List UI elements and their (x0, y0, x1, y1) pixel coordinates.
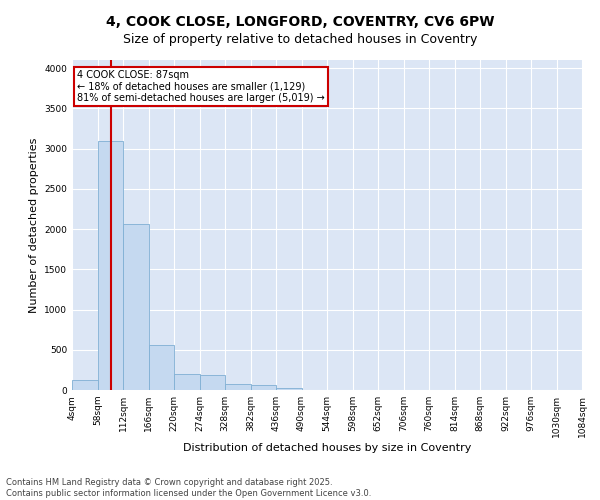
Text: 4 COOK CLOSE: 87sqm
← 18% of detached houses are smaller (1,129)
81% of semi-det: 4 COOK CLOSE: 87sqm ← 18% of detached ho… (77, 70, 325, 103)
Bar (123, 224, 149, 390)
Text: Contains HM Land Registry data © Crown copyright and database right 2025.
Contai: Contains HM Land Registry data © Crown c… (6, 478, 371, 498)
Bar (97, 142, 123, 390)
Bar (225, 384, 251, 390)
Bar (72, 380, 97, 390)
Bar (174, 374, 199, 390)
Bar (200, 375, 225, 390)
Text: 4, COOK CLOSE, LONGFORD, COVENTRY, CV6 6PW: 4, COOK CLOSE, LONGFORD, COVENTRY, CV6 6… (106, 15, 494, 29)
Bar (149, 345, 174, 390)
Bar (276, 388, 302, 390)
X-axis label: Distribution of detached houses by size in Coventry: Distribution of detached houses by size … (183, 442, 471, 452)
Text: Size of property relative to detached houses in Coventry: Size of property relative to detached ho… (123, 32, 477, 46)
Bar (251, 385, 276, 390)
Y-axis label: Number of detached properties: Number of detached properties (29, 138, 38, 312)
